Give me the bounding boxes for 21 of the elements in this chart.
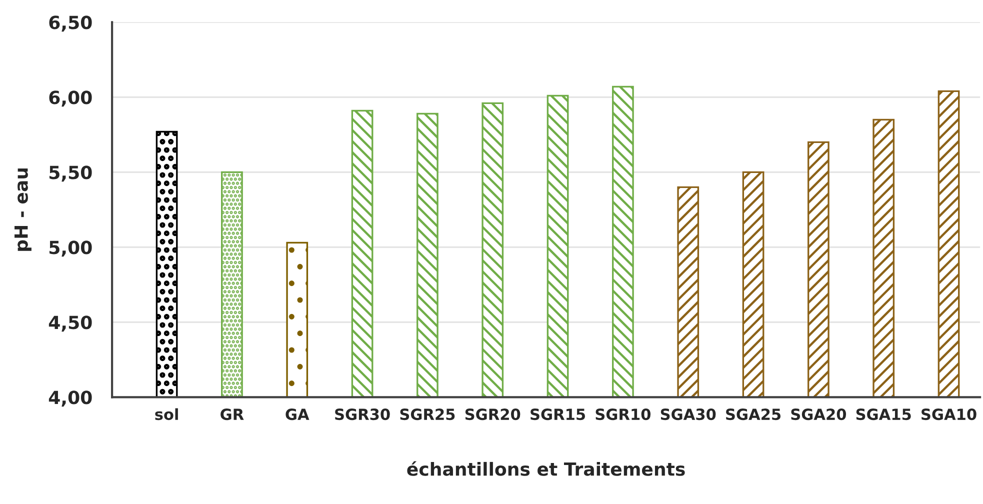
x-tick-label: GA xyxy=(286,408,310,420)
y-tick-label: 6,50 xyxy=(49,16,92,32)
x-tick-label: GR xyxy=(220,408,244,420)
y-tick-label: 6,00 xyxy=(49,90,92,107)
x-tick-label: SGA30 xyxy=(660,408,716,420)
x-tick-label: SGA20 xyxy=(791,408,846,420)
x-tick-label: SGA15 xyxy=(856,408,911,420)
x-tick-label: SGA10 xyxy=(922,408,976,420)
y-tick-label: 4,00 xyxy=(48,390,92,407)
x-tick-label: SGR25 xyxy=(400,408,455,420)
x-tick-label: SGR20 xyxy=(465,408,520,420)
y-tick-label: 4,50 xyxy=(48,316,92,332)
x-axis-title: échantillons et Traitements xyxy=(407,461,685,476)
x-tick-label: SGR15 xyxy=(530,408,586,420)
x-tick-label: SGR30 xyxy=(335,408,390,420)
y-tick-label: 5,00 xyxy=(50,240,92,257)
x-tick-label: SGR10 xyxy=(596,408,651,420)
y-tick-label: 5,50 xyxy=(50,166,92,182)
x-tick-label: SGA25 xyxy=(726,408,781,420)
y-axis-title: pH - eau xyxy=(14,168,32,251)
x-tick-label: sol xyxy=(155,408,178,420)
